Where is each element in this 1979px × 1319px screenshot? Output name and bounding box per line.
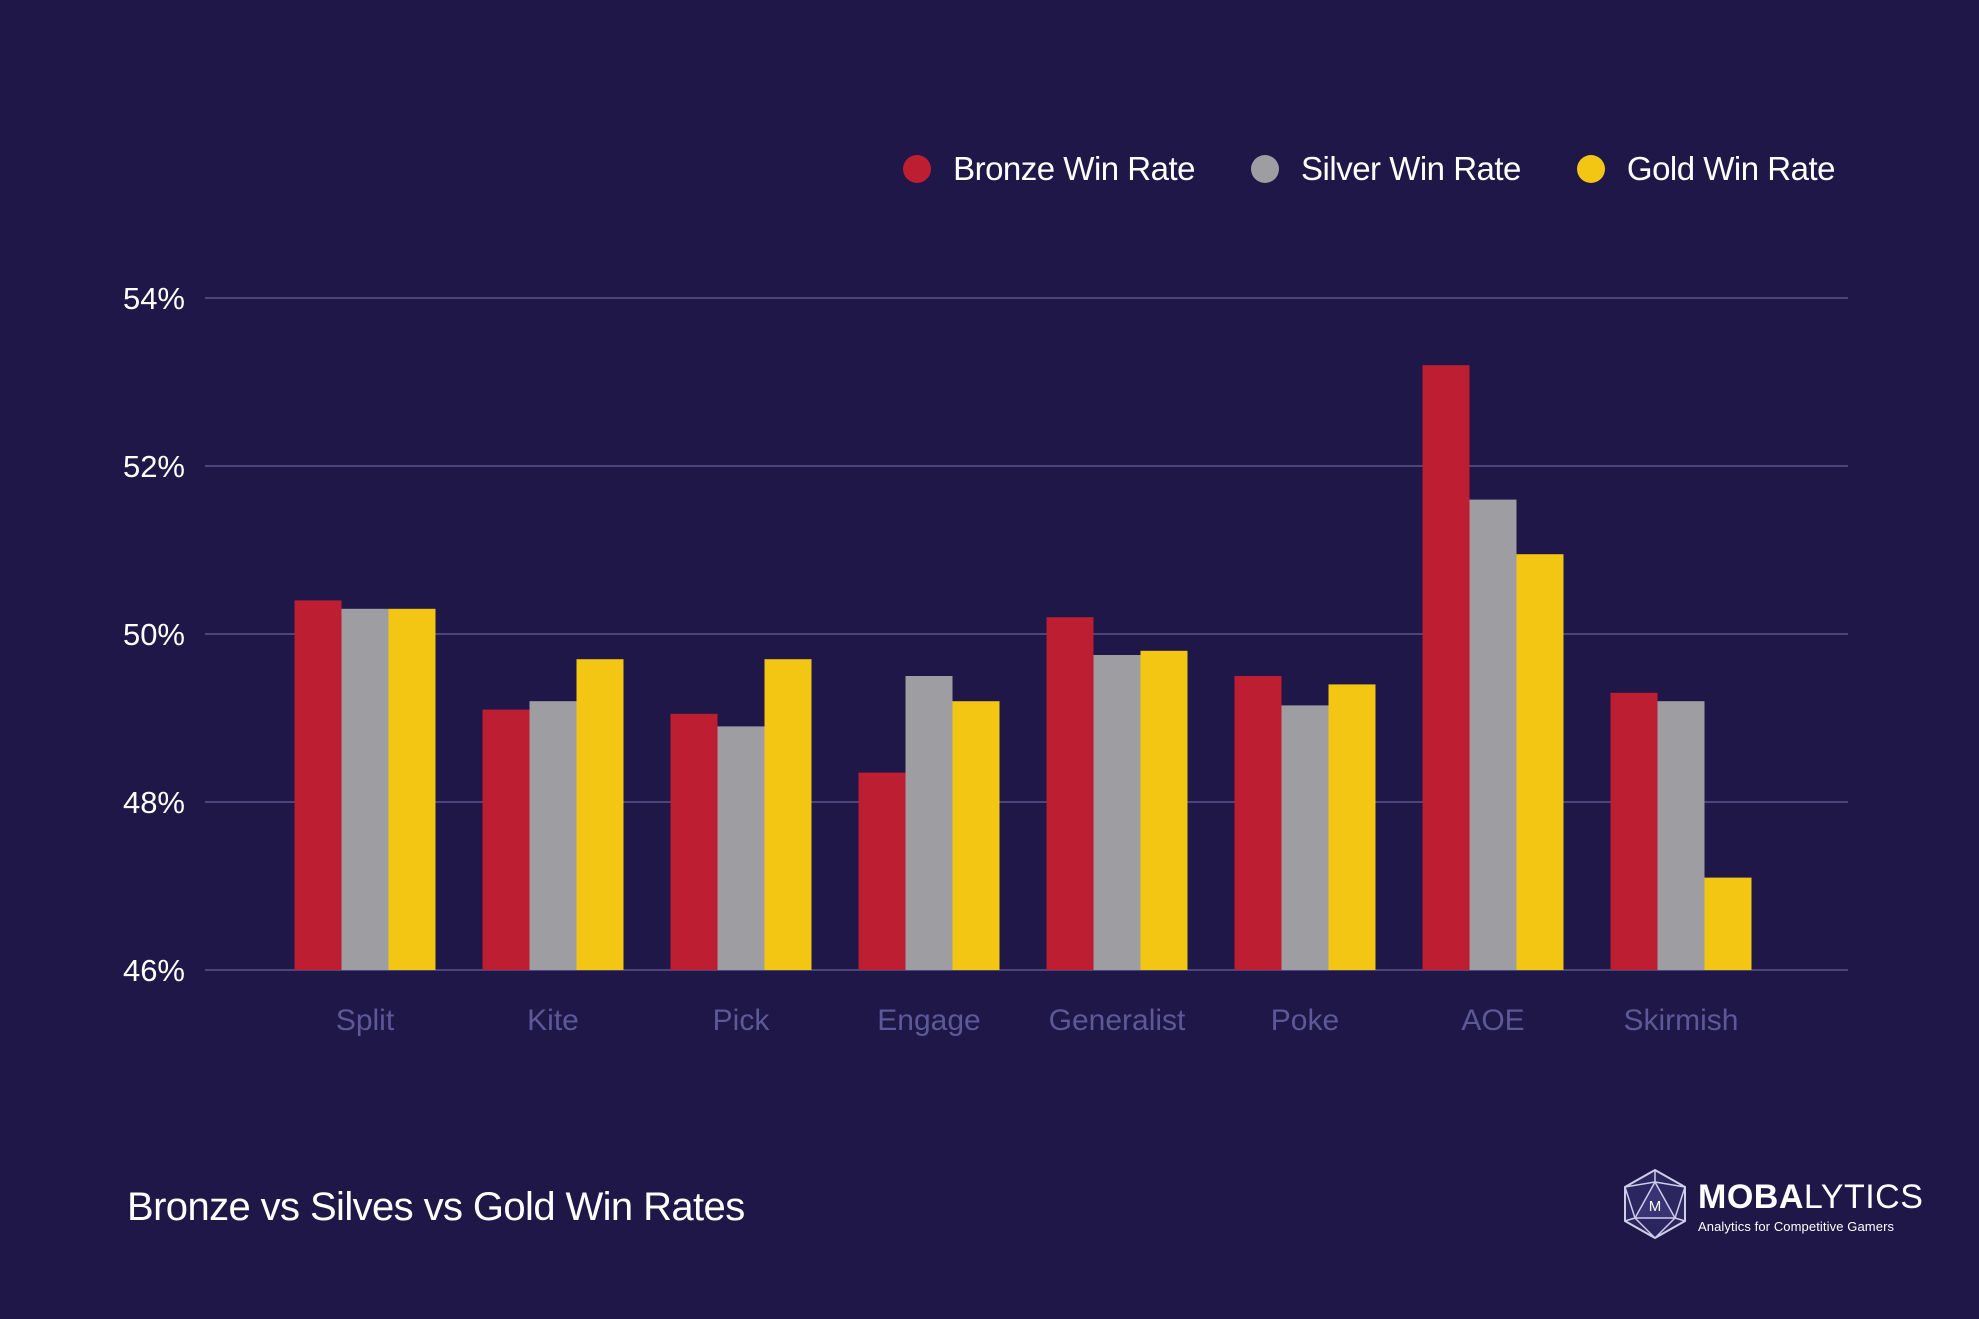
legend-item-silver: Silver Win Rate (1251, 150, 1521, 188)
brand-name: MOBALYTICS (1698, 1179, 1923, 1215)
bar-bronze-skirmish (1610, 692, 1658, 970)
brand-name-light: LYTICS (1803, 1178, 1924, 1216)
brand-text: MOBALYTICS Analytics for Competitive Gam… (1698, 1179, 1923, 1234)
legend-swatch-silver (1251, 155, 1280, 183)
legend-item-bronze: Bronze Win Rate (903, 150, 1196, 188)
bar-silver-poke (1281, 705, 1329, 970)
x-category-label: Generalist (1049, 1004, 1186, 1037)
legend-item-gold: Gold Win Rate (1576, 150, 1836, 188)
brand-logo: M MOBALYTICS Analytics for Competitive G… (1622, 1168, 1923, 1245)
x-axis-categories: Split Kite Pick Engage Generalist Poke AOE Skir… (336, 1004, 1739, 1037)
bar-bronze-engage (858, 772, 906, 970)
bar-gold-poke (1328, 684, 1376, 970)
y-tick-label: 46% (123, 953, 185, 988)
y-tick-label: 50% (123, 617, 185, 652)
legend-swatch-bronze (903, 155, 932, 183)
x-category-label: Split (336, 1004, 395, 1037)
bar-gold-engage (952, 701, 1000, 970)
bar-silver-kite (529, 701, 577, 970)
bar-gold-kite (576, 659, 624, 970)
x-category-label: AOE (1461, 1004, 1524, 1037)
x-category-label: Pick (713, 1004, 771, 1037)
bar-gold-generalist (1140, 650, 1188, 970)
x-category-label: Skirmish (1623, 1004, 1738, 1037)
brand-name-bold: MOBA (1698, 1178, 1804, 1216)
bar-gold-split (388, 608, 436, 970)
y-tick-label: 54% (123, 281, 185, 316)
bar-gold-skirmish (1704, 877, 1752, 970)
logo-letter: M (1649, 1198, 1662, 1215)
y-axis-ticks: 46% 48% 50% 52% 54% (123, 281, 185, 988)
legend-swatch-gold (1576, 155, 1605, 183)
bar-bronze-kite (482, 709, 530, 970)
x-category-label: Poke (1271, 1004, 1339, 1037)
bar-bronze-pick (670, 713, 718, 970)
bar-silver-engage (905, 676, 953, 970)
bar-gold-pick (764, 659, 812, 970)
bar-bronze-split (294, 600, 342, 970)
y-tick-label: 52% (123, 449, 185, 484)
bar-gold-aoe (1516, 554, 1564, 970)
bar-silver-generalist (1093, 655, 1141, 970)
brand-tagline: Analytics for Competitive Gamers (1698, 1219, 1895, 1234)
legend: Bronze Win Rate Silver Win Rate Gold Win… (903, 150, 1836, 188)
legend-label-silver: Silver Win Rate (1301, 150, 1521, 187)
bar-bronze-poke (1234, 676, 1282, 970)
legend-label-bronze: Bronze Win Rate (953, 150, 1196, 187)
bar-silver-split (341, 608, 389, 970)
gridlines (205, 297, 1848, 971)
bars (294, 365, 1752, 970)
d20-dice-icon: M (1622, 1168, 1688, 1245)
bar-silver-skirmish (1657, 701, 1705, 970)
x-category-label: Kite (527, 1004, 579, 1037)
bar-bronze-aoe (1422, 365, 1470, 970)
legend-label-gold: Gold Win Rate (1626, 150, 1836, 187)
bar-silver-aoe (1469, 499, 1517, 970)
x-category-label: Engage (877, 1004, 980, 1037)
bar-silver-pick (717, 726, 765, 970)
bar-bronze-generalist (1046, 617, 1094, 970)
chart-title: Bronze vs Silves vs Gold Win Rates (127, 1185, 745, 1229)
y-tick-label: 48% (123, 785, 185, 820)
